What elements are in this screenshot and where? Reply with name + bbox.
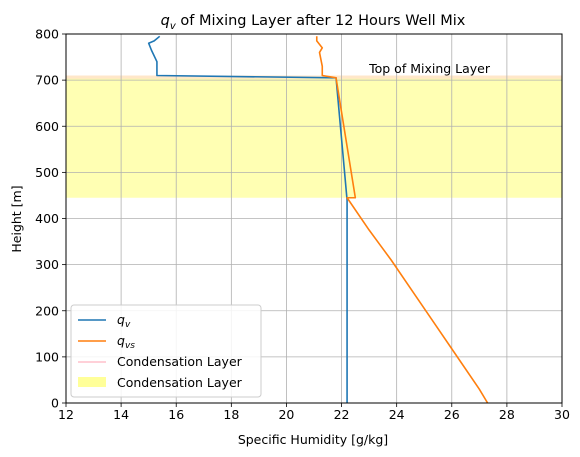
y-tick-label: 100 [35,349,59,364]
legend-label-condensation-patch: Condensation Layer [117,375,243,390]
series-lines [147,35,489,404]
legend: qv qvs Condensation Layer Condensation L… [70,304,262,398]
legend-swatch-condensation-patch [78,377,106,387]
y-tick-label: 300 [35,257,59,272]
chart-title: qv of Mixing Layer after 12 Hours Well M… [161,13,466,32]
series-line-qv [147,35,348,403]
x-tick-label: 22 [334,407,350,422]
y-tick-label: 500 [35,165,59,180]
x-tick-label: 26 [444,407,460,422]
annotation-top-of-mixing-layer: Top of Mixing Layer [368,61,491,76]
legend-box [70,304,262,398]
y-tick-label: 400 [35,211,59,226]
x-tick-label: 24 [389,407,405,422]
plot-bands [66,75,562,198]
x-tick-label: 16 [168,407,184,422]
y-tick-label: 700 [35,73,59,88]
band-0 [66,77,562,198]
legend-label-qvs: qvs [117,333,135,351]
x-tick-label: 12 [58,407,74,422]
x-tick-label: 30 [554,407,570,422]
x-tick-label: 18 [223,407,239,422]
y-axis-label: Height [m] [9,185,24,252]
series-line-qvs [315,36,489,404]
legend-label-qv: qv [117,312,131,330]
legend-label-condensation-line: Condensation Layer [117,354,243,369]
x-axis-label: Specific Humidity [g/kg] [238,432,388,447]
y-tick-label: 200 [35,303,59,318]
y-tick-label: 600 [35,119,59,134]
x-ticks: 12 14 16 18 20 22 24 26 28 30 [58,403,570,422]
x-tick-label: 20 [278,407,294,422]
y-tick-label: 0 [51,396,59,411]
x-tick-label: 14 [113,407,129,422]
x-tick-label: 28 [499,407,515,422]
y-tick-label: 800 [35,27,59,42]
y-ticks: 0 100 200 300 400 500 600 700 800 [35,27,66,411]
